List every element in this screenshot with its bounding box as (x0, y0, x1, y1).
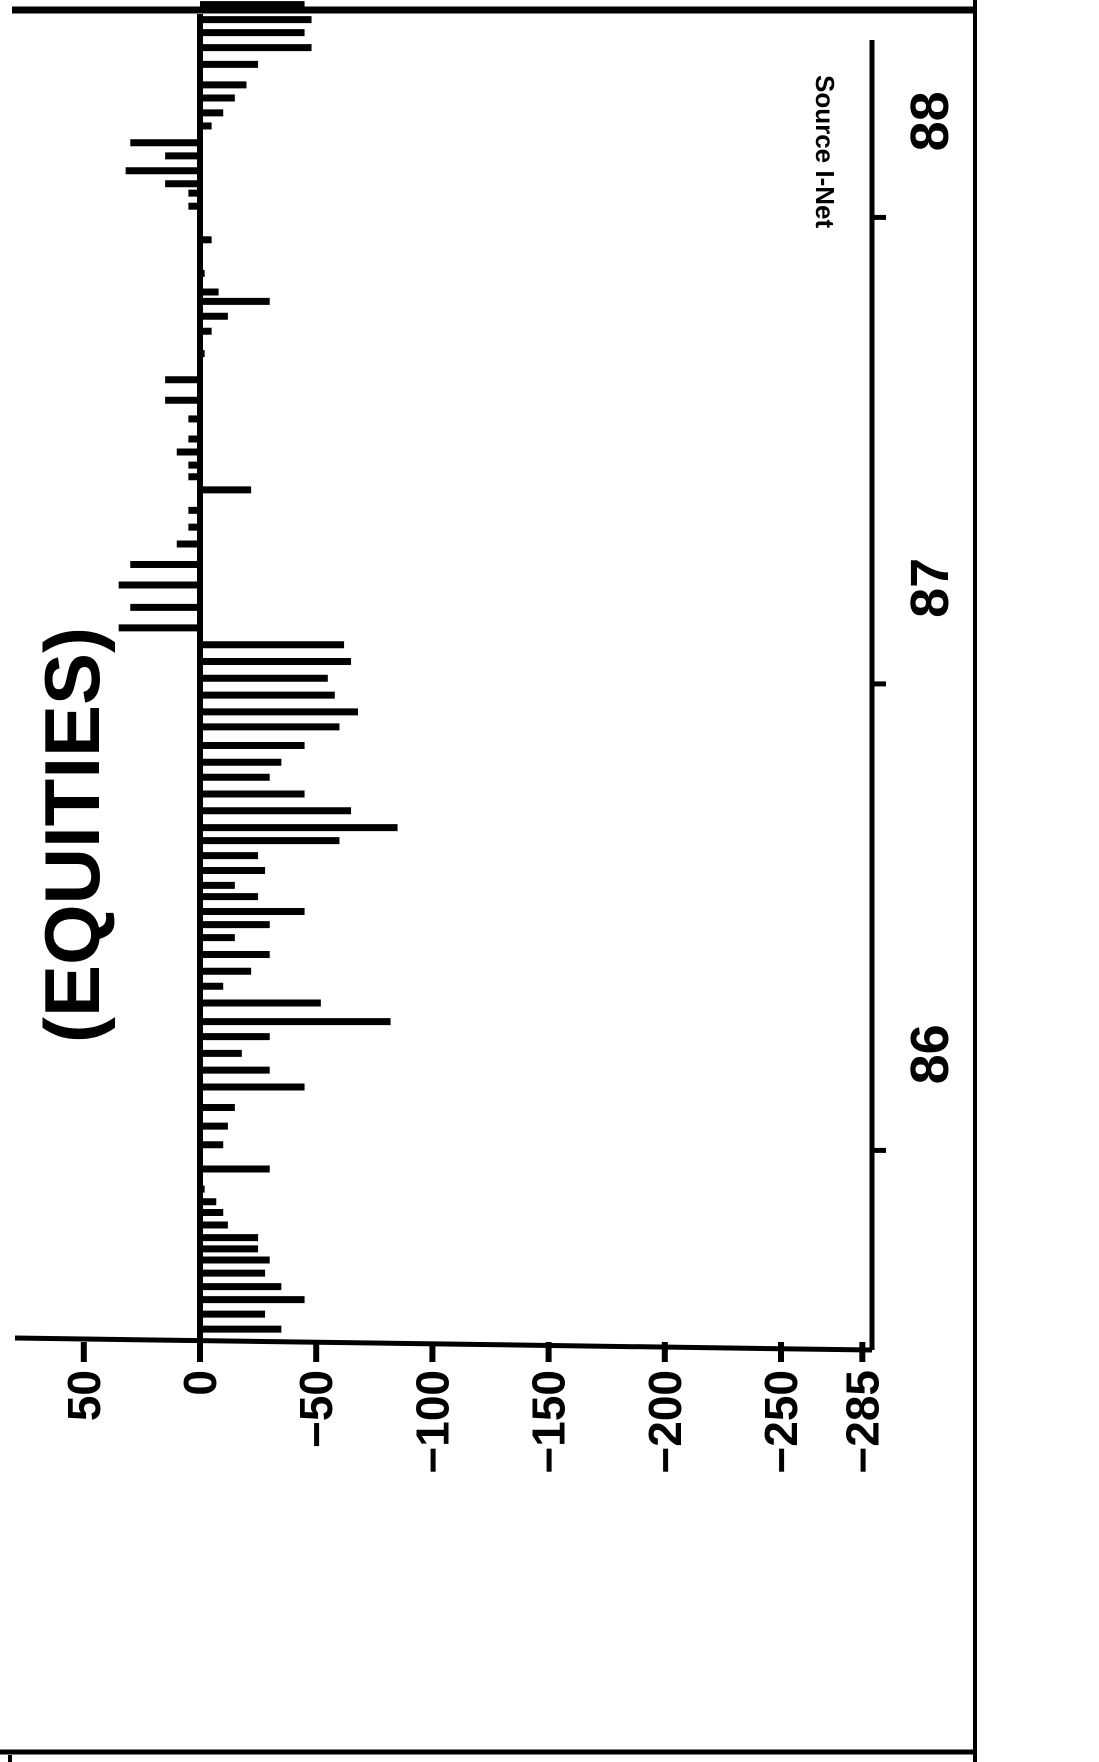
source-note-group: Source I-Net (810, 75, 840, 228)
value-tick-label-group: 0 (174, 1370, 226, 1396)
value-tick-label: 0 (174, 1370, 226, 1396)
time-tick-label-group: 87 (900, 558, 960, 618)
plot-frame (0, 0, 977, 1762)
bars-layer (118, 1, 398, 1333)
value-tick-label: −50 (290, 1370, 342, 1448)
value-tick-label: −250 (755, 1370, 807, 1474)
time-tick-label-group: 86 (900, 1024, 960, 1084)
time-tick-label: 87 (900, 558, 960, 618)
time-tick-label: 88 (900, 91, 960, 151)
value-tick-label-group: −150 (523, 1370, 575, 1474)
value-tick-label-group: −50 (290, 1370, 342, 1448)
value-tick-label-group: −200 (639, 1370, 691, 1474)
value-tick-label: −100 (406, 1370, 458, 1474)
chart-title: (EQUITIES) (28, 627, 116, 1043)
axes-layer: 500−50−100−150−200−250−285868788899091 (14, 14, 960, 1474)
value-tick-label-group: −100 (406, 1370, 458, 1474)
value-tick-label-group: 50 (58, 1370, 110, 1421)
time-tick-label: 86 (900, 1024, 960, 1084)
value-axis-line (14, 1335, 873, 1353)
value-tick-label: −285 (836, 1370, 888, 1474)
value-tick-label: 50 (58, 1370, 110, 1421)
source-note: Source I-Net (810, 75, 840, 228)
value-tick-label: −200 (639, 1370, 691, 1474)
chart-title-group: (EQUITIES) (28, 627, 116, 1043)
value-tick-label-group: −285 (836, 1370, 888, 1474)
time-tick-label-group: 88 (900, 91, 960, 151)
value-tick-label-group: −250 (755, 1370, 807, 1474)
value-tick-label: −150 (523, 1370, 575, 1474)
